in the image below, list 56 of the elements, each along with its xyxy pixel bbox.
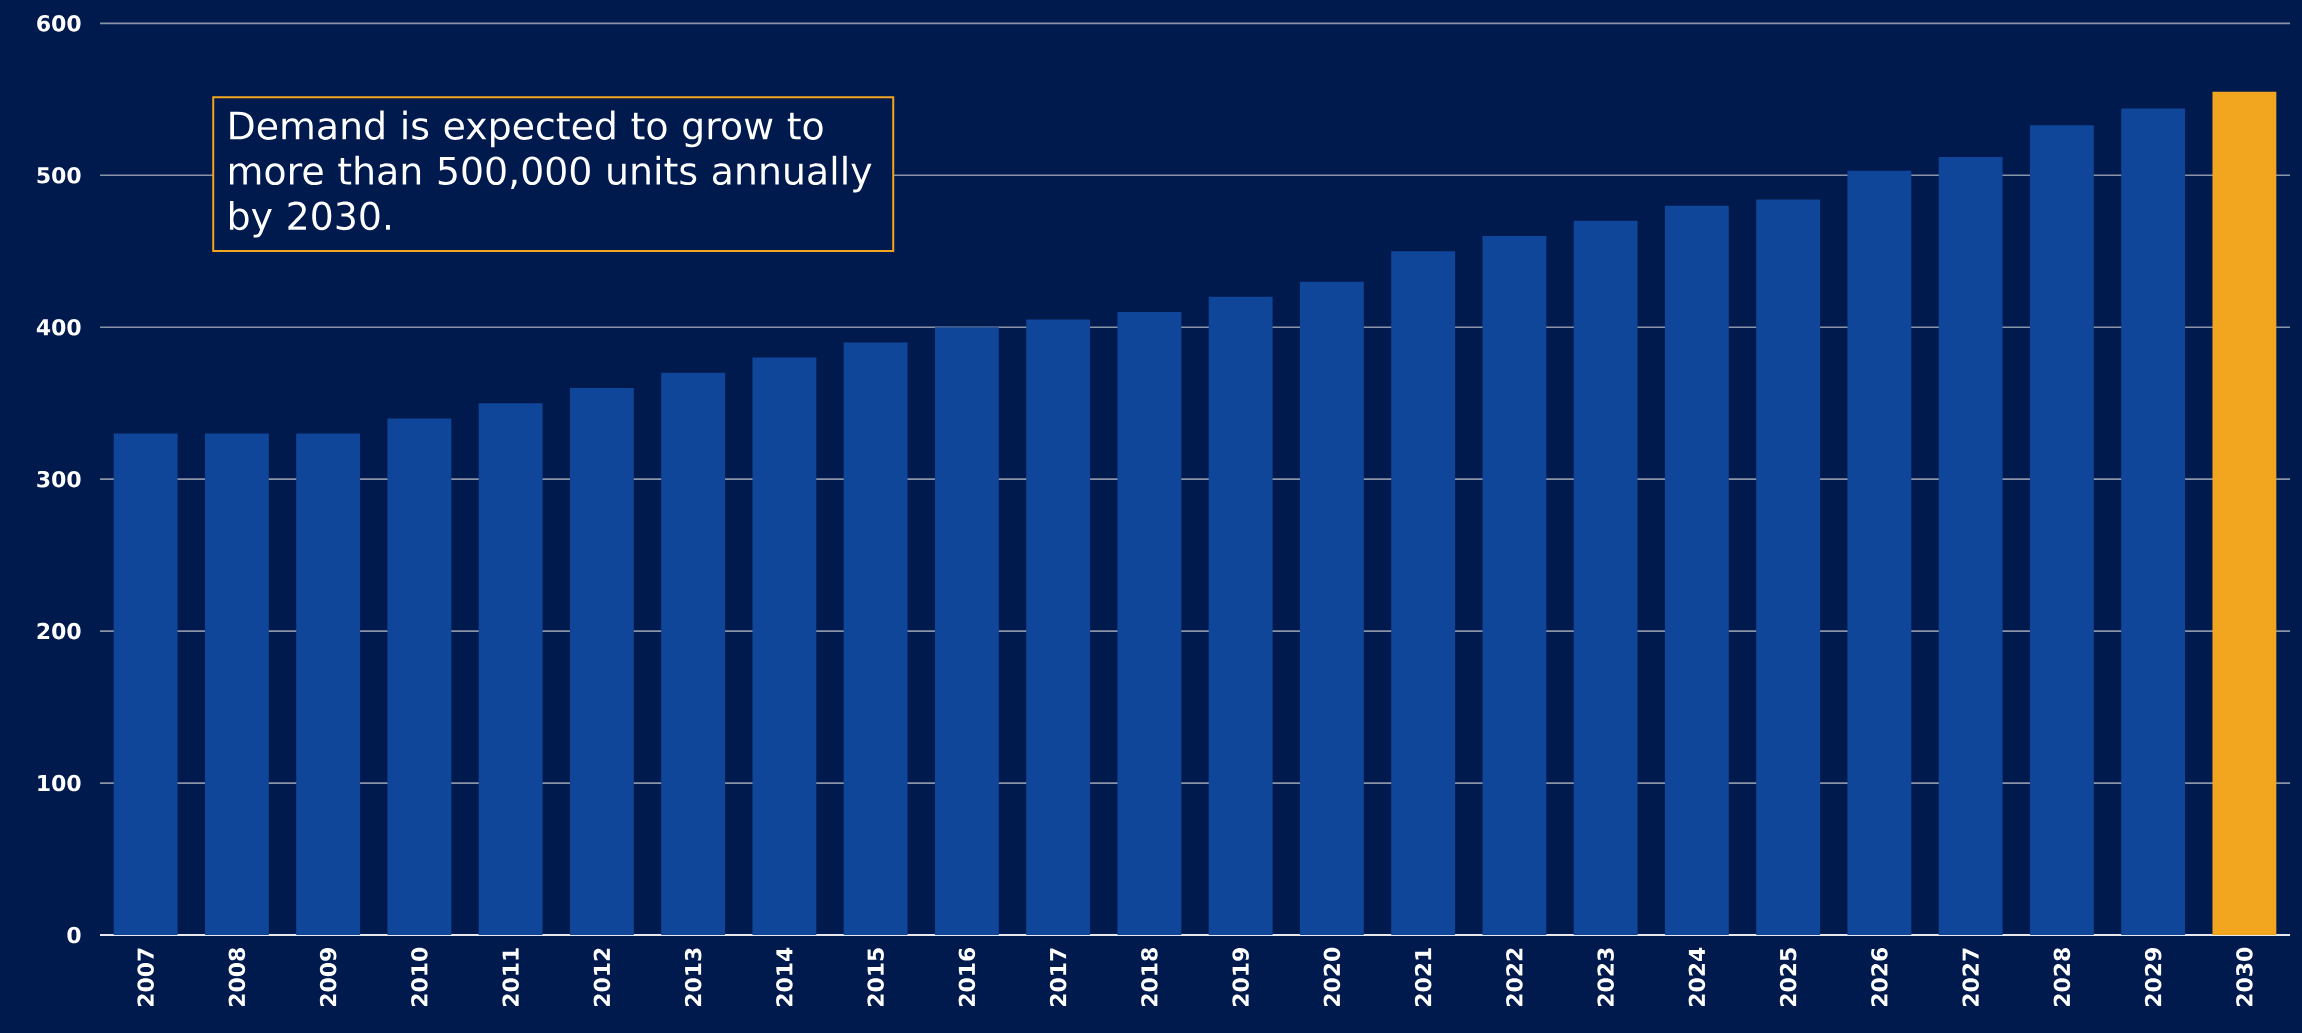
bar <box>661 372 726 935</box>
bar <box>296 433 361 935</box>
bar <box>1208 296 1273 935</box>
y-tick-label: 100 <box>38 774 81 792</box>
annotation: Demand is expected to grow to more than 500,000 units annually by 2030. <box>230 110 872 238</box>
x-tick-label: 2014 <box>776 947 793 1007</box>
bar <box>1938 157 2003 935</box>
x-tick-label: 2019 <box>1232 948 1249 1007</box>
bar <box>2121 108 2186 935</box>
bar <box>478 403 543 935</box>
bar <box>1026 319 1091 935</box>
y-tick-label: 600 <box>37 15 81 32</box>
bar <box>1482 236 1547 935</box>
x-tick-label: 2025 <box>1779 948 1797 1007</box>
x-tick-label: 2028 <box>2053 948 2071 1007</box>
x-tick-label: 2027 <box>1962 948 1979 1007</box>
y-tick-label: 400 <box>36 318 81 336</box>
x-tick-label: 2010 <box>411 947 428 1007</box>
x-tick-label: 2016 <box>958 947 976 1007</box>
bar <box>843 342 908 935</box>
x-tick-label: 2017 <box>1049 948 1067 1007</box>
x-tick-label: 2026 <box>1871 947 1888 1007</box>
x-tick-label: 2018 <box>1141 948 1158 1007</box>
bar <box>752 357 817 935</box>
y-tick-label: 500 <box>37 167 81 184</box>
bar <box>1664 205 1729 935</box>
bar <box>1847 170 1912 935</box>
x-tick-label: 2015 <box>867 948 884 1007</box>
bar <box>1756 199 1821 935</box>
x-tick-label: 2008 <box>228 948 246 1007</box>
x-tick-label: 2029 <box>2144 948 2162 1007</box>
x-tick-label: 2011 <box>502 948 519 1007</box>
y-tick-label: 0 <box>67 926 81 944</box>
x-tick-label: 2020 <box>1323 947 1341 1007</box>
bar <box>2029 125 2094 935</box>
y-tick-label: 300 <box>37 470 81 488</box>
x-tick-label: 2021 <box>1414 948 1432 1007</box>
bar <box>569 388 634 935</box>
x-tick-label: 2009 <box>319 948 337 1007</box>
bar <box>2212 91 2277 935</box>
x-tick-label: 2030 <box>2236 947 2253 1007</box>
x-tick-label: 2012 <box>593 948 611 1007</box>
y-tick-label: 200 <box>37 622 81 640</box>
x-tick-label: 2024 <box>1688 947 1706 1007</box>
x-tick-label: 2013 <box>684 948 702 1007</box>
bar <box>1299 281 1364 935</box>
bar <box>934 327 999 935</box>
x-tick-label: 2007 <box>137 948 154 1007</box>
bar <box>113 433 178 935</box>
bar <box>1391 251 1456 935</box>
x-tick-label: 2023 <box>1597 948 1614 1007</box>
bar <box>204 433 269 935</box>
bar <box>1573 220 1638 935</box>
bar <box>387 418 452 935</box>
bar <box>1117 312 1182 935</box>
x-tick-label: 2022 <box>1506 948 1523 1007</box>
